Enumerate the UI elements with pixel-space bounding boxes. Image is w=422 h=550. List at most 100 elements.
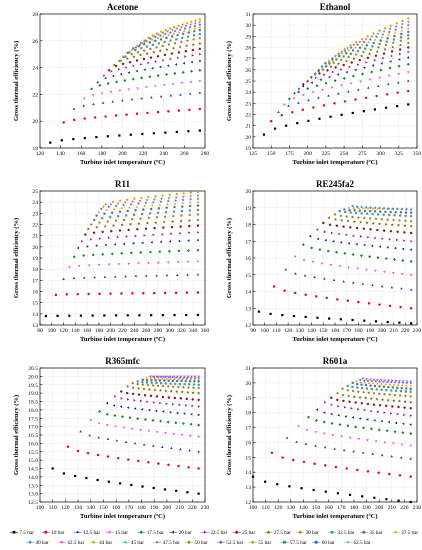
data-point [111, 74, 115, 78]
data-point [166, 261, 170, 264]
data-point [374, 320, 378, 323]
data-point [131, 386, 135, 390]
data-point [406, 21, 410, 24]
data-point [381, 237, 384, 240]
data-point [118, 134, 121, 137]
data-point [335, 224, 339, 227]
legend-label: 37.5 bar [401, 530, 418, 536]
data-point [338, 232, 341, 236]
data-point [366, 207, 370, 210]
y-tick-label: 19 [245, 396, 251, 402]
data-point [145, 378, 149, 382]
series-20-bar [293, 56, 409, 95]
y-tick-label: 19 [32, 256, 38, 262]
data-point [356, 267, 359, 270]
data-point [190, 69, 194, 73]
data-point [172, 402, 175, 406]
x-tick-label: 150 [312, 505, 321, 511]
data-point [398, 380, 401, 383]
data-point [388, 393, 391, 396]
data-point [189, 201, 192, 204]
data-point [379, 379, 383, 382]
data-point [360, 402, 364, 405]
data-point [84, 233, 87, 236]
data-point [400, 32, 403, 36]
x-tick-label: 120 [59, 328, 68, 334]
data-point [135, 44, 139, 47]
data-point [181, 32, 185, 36]
y-tick-label: 27 [245, 57, 251, 63]
data-point [332, 240, 335, 243]
data-point [189, 20, 193, 24]
data-point [87, 264, 91, 267]
data-point [314, 431, 317, 434]
data-point [407, 89, 410, 93]
data-point [155, 31, 159, 35]
data-point [156, 384, 160, 387]
x-tick-label: 160 [83, 328, 92, 334]
data-point [118, 210, 122, 213]
data-point [191, 48, 195, 52]
data-point [380, 217, 384, 221]
data-point [351, 318, 354, 322]
data-point [197, 386, 200, 390]
data-point [163, 379, 166, 382]
x-tick-label: 280 [201, 151, 210, 157]
data-point [155, 375, 158, 378]
data-point [161, 35, 165, 38]
data-point [182, 191, 186, 195]
data-point [96, 453, 100, 457]
data-point [89, 419, 93, 422]
legend-item: 32.5 bar [328, 530, 355, 536]
data-point [156, 55, 160, 58]
y-tick-label: 21 [245, 124, 251, 130]
data-point [343, 251, 347, 255]
data-point [107, 263, 111, 266]
data-point [193, 380, 196, 383]
data-point [347, 55, 350, 59]
data-point [348, 493, 352, 496]
legend-item: 52.5 bar [216, 540, 244, 546]
data-point [360, 54, 364, 58]
data-point [393, 380, 397, 384]
series-20-bar [308, 234, 412, 251]
data-point [199, 52, 202, 56]
data-point [107, 236, 111, 240]
data-point [168, 193, 172, 197]
series-12-5-bar [277, 79, 410, 114]
data-point [354, 425, 358, 429]
data-point [169, 39, 172, 42]
data-point [391, 405, 394, 408]
y-tick-label: 30 [245, 23, 251, 29]
data-point [372, 31, 376, 35]
data-point [196, 204, 200, 207]
data-point [338, 265, 342, 268]
data-point [377, 428, 381, 432]
data-point [159, 419, 163, 423]
y-tick-label: 13.5 [28, 483, 38, 489]
data-point [137, 262, 140, 265]
data-point [182, 385, 185, 389]
data-point [110, 70, 113, 73]
data-point [396, 412, 399, 416]
data-point [355, 205, 359, 209]
series-22-5-bar [114, 395, 201, 408]
y-axis-label: Gross thermal efficiency (%) [226, 41, 233, 121]
data-point [179, 225, 182, 228]
data-point [362, 426, 366, 430]
data-point [397, 399, 401, 403]
x-axis-label: Turbine inlet temperature (ºC) [292, 336, 377, 343]
data-point [175, 273, 179, 276]
data-point [304, 293, 307, 296]
data-point [409, 274, 413, 277]
data-point [56, 314, 59, 317]
data-point [403, 413, 406, 417]
data-point [98, 83, 102, 87]
data-point [182, 376, 186, 379]
x-tick-label: 200 [378, 328, 387, 334]
data-point [310, 81, 313, 84]
series-22-5-bar [298, 50, 410, 91]
data-point [136, 382, 139, 386]
data-point [356, 43, 360, 47]
data-point [329, 64, 333, 68]
